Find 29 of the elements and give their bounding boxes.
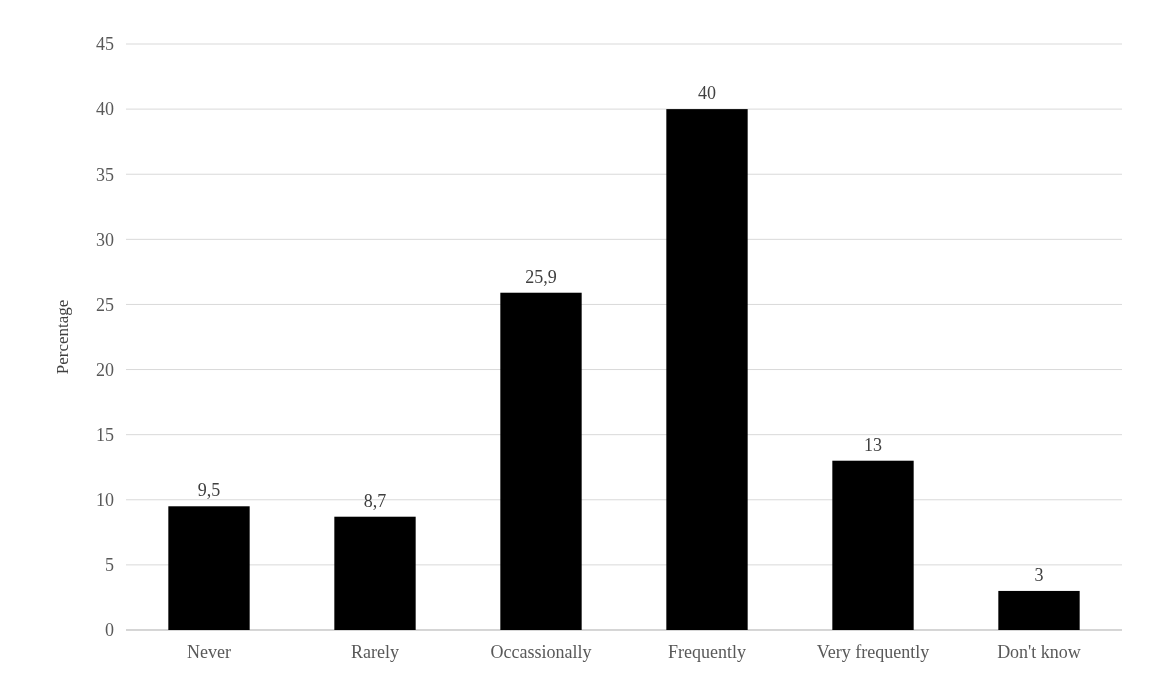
y-tick-label: 20	[96, 359, 114, 380]
y-tick-label: 25	[96, 294, 114, 315]
y-tick-label: 40	[96, 99, 114, 120]
y-tick-label: 0	[105, 620, 114, 641]
x-tick-label: Never	[187, 642, 231, 662]
data-label: 25,9	[525, 266, 557, 287]
bar	[500, 292, 582, 630]
y-axis-title: Percentage	[53, 299, 72, 375]
y-tick-label: 10	[96, 490, 114, 511]
x-tick-label: Don't know	[997, 642, 1081, 662]
x-tick-label: Occassionally	[490, 642, 592, 662]
data-label: 40	[698, 83, 716, 104]
y-tick-label: 15	[96, 424, 114, 445]
x-tick-label: Rarely	[351, 642, 399, 662]
x-tick-label: Frequently	[668, 642, 746, 662]
y-tick-label: 5	[105, 555, 114, 576]
x-tick-label: Very frequently	[816, 642, 930, 662]
data-label: 8,7	[363, 490, 387, 511]
data-label: 9,5	[197, 480, 221, 501]
bar	[168, 506, 250, 630]
bar	[334, 516, 416, 630]
bar	[832, 460, 914, 630]
y-tick-label: 35	[96, 164, 114, 185]
bar	[666, 109, 748, 630]
y-tick-label: 30	[96, 229, 114, 250]
bar	[998, 590, 1080, 630]
y-tick-label: 45	[96, 34, 114, 55]
data-label: 13	[864, 434, 882, 455]
data-label: 3	[1034, 564, 1044, 585]
